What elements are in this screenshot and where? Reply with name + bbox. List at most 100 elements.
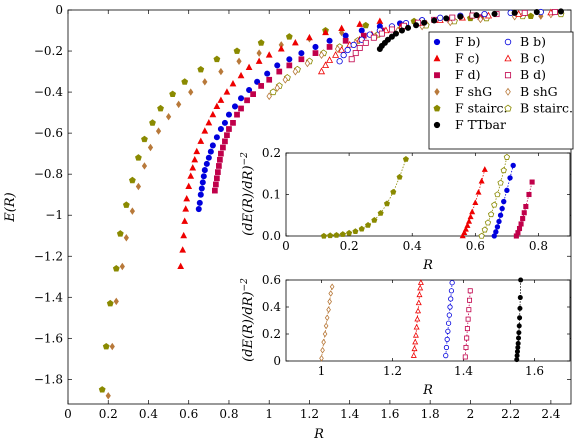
inset-1-x-tick-label: 0 [282, 239, 290, 253]
inset-2-point [448, 296, 454, 302]
main-point [378, 30, 385, 37]
main-point [229, 80, 237, 87]
main-point [312, 50, 319, 56]
main-point [443, 15, 450, 22]
inset-2-point [415, 299, 422, 306]
inset-2-point [412, 331, 419, 338]
main-point [193, 147, 201, 155]
main-y-axis-label: E(R) [3, 192, 18, 222]
main-point [226, 126, 232, 132]
legend-marker [504, 38, 512, 46]
main-point [213, 102, 221, 109]
main-point [238, 105, 244, 112]
inset-2-point [328, 290, 334, 297]
inset-1-point [493, 229, 499, 235]
inset-2-y-tick-label: 0.2 [262, 327, 281, 341]
main-y-tick-label: −0.2 [34, 44, 63, 58]
main-point [312, 43, 319, 50]
inset-2-point [464, 335, 470, 341]
inset-1-point [462, 225, 469, 232]
legend-marker [434, 72, 440, 79]
inset-2-point [517, 295, 523, 301]
main-point [551, 9, 558, 16]
main-point [356, 20, 364, 27]
inset-1-y-label-close: ) [241, 165, 256, 171]
main-point [477, 15, 484, 24]
legend-label: B c) [520, 51, 545, 66]
main-point [237, 71, 245, 79]
inset-2-y-axis-label: (dE(R)/dR)−2 [240, 278, 256, 362]
inset-2-point [467, 297, 473, 303]
inset-plot-2: 1 1.2 1.4 1.6 0 0.2 0.4 0.6 R (dE(R)/dR)−2 [240, 273, 571, 398]
inset-1-series-0 [320, 156, 409, 239]
main-point [201, 167, 208, 174]
main-x-tick-label: 0.8 [219, 407, 238, 421]
inset-2-point [413, 323, 420, 330]
inset-2-point [323, 322, 329, 330]
main-point [257, 39, 265, 46]
main-point [102, 342, 110, 350]
main-point [141, 162, 148, 170]
inset-2-x-tick-label: 1 [318, 364, 326, 378]
inset-1-x-tick-label: 0.6 [466, 239, 485, 253]
main-y-tick-label: −0.6 [34, 126, 63, 140]
legend-label: F stairc. [455, 100, 507, 115]
inset-1-marks [320, 153, 535, 239]
main-point [195, 206, 202, 213]
legend-marker [433, 54, 441, 62]
main-point [207, 148, 214, 155]
inset-1-point [484, 219, 492, 226]
main-point [205, 119, 213, 126]
inset-plot-1: 0 0.2 0.4 0.6 0.8 0.0 0.1 0.2 R (dE(R)/dR)−2 [240, 146, 571, 273]
inset-2-x-tick-label: 1.2 [383, 364, 402, 378]
main-point [213, 181, 219, 188]
main-x-axis-label: R [313, 427, 324, 442]
inset-2-point [467, 288, 473, 294]
inset-2-series-4 [514, 277, 524, 363]
main-point [106, 299, 114, 307]
main-point [352, 50, 359, 57]
main-point [98, 386, 106, 393]
inset-1-point [464, 222, 471, 228]
inset-2-point [443, 344, 450, 351]
main-point [388, 33, 395, 40]
main-point [203, 160, 210, 167]
main-point [447, 18, 454, 27]
inset-1-point [497, 179, 504, 186]
inset-2-point [449, 280, 455, 286]
main-point [340, 52, 347, 59]
legend-label: F TTbar [455, 117, 506, 132]
inset-2-x-axis-label: R [422, 383, 433, 398]
main-point [179, 246, 187, 253]
inset-2-y-tick-label: 0.4 [262, 300, 281, 314]
main-point [291, 38, 299, 46]
main-point [321, 61, 330, 69]
main-point [277, 45, 285, 52]
main-point [533, 9, 540, 16]
inset-1-y-tick-label: 0.2 [262, 146, 281, 160]
main-point [322, 28, 329, 36]
inset-2-x-tick-label: 1.4 [454, 364, 473, 378]
main-series-3 [195, 17, 426, 213]
inset-1-point [371, 217, 378, 223]
main-point [198, 185, 205, 192]
main-point [298, 56, 305, 63]
inset-1-y-axis-label: (dE(R)/dR)−2 [240, 152, 256, 236]
inset-2-point [517, 305, 523, 311]
main-y-tick-label: −1 [45, 208, 63, 222]
legend-label: B stairc. [520, 100, 573, 115]
inset-1-point [507, 175, 513, 181]
main-point [356, 45, 363, 51]
legend-marker [433, 104, 441, 112]
main-point [527, 12, 535, 20]
inset-2-point [465, 316, 471, 322]
inset-2-y-tick-label: 0 [273, 354, 281, 368]
main-ticks: 0 0.2 0.4 0.6 0.8 1 1.2 1.4 1.6 1.8 2 2.2 2.4 0 −0.2 −0… [34, 3, 571, 421]
inset-2-point [324, 314, 330, 322]
main-point [234, 111, 240, 118]
inset-1-point [472, 199, 479, 206]
main-x-tick-label: 1.6 [380, 407, 399, 421]
inset-1-point [515, 230, 521, 236]
inset-1-point [497, 212, 504, 218]
main-point [245, 63, 253, 70]
